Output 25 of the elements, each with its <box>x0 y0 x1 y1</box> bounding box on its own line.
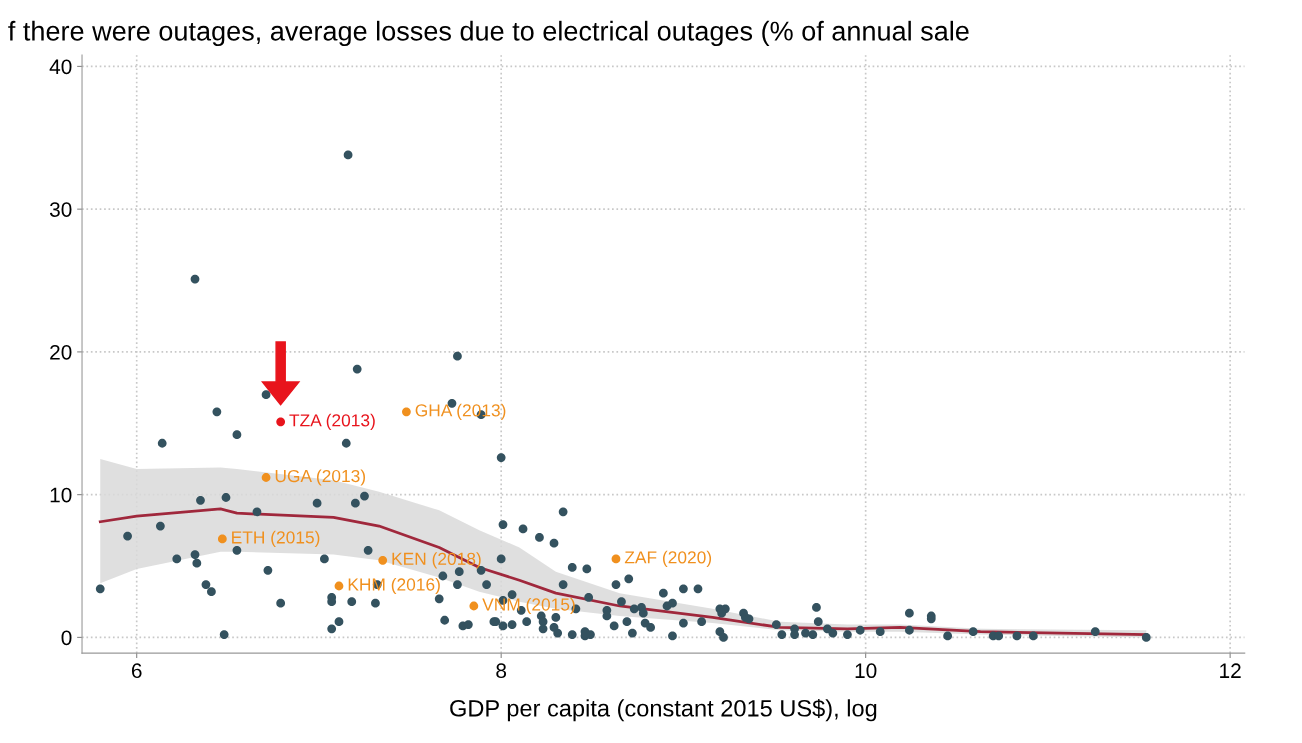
point <box>469 601 479 611</box>
annotation: TZA (2013) <box>289 413 375 430</box>
y-tick-label: 30 <box>49 202 72 217</box>
annotation: GHA (2013) <box>415 403 506 420</box>
chart-title: f there were outages, average losses due to electrical outages (% of annual sale <box>8 20 969 47</box>
x-tick-label: 10 <box>855 663 877 679</box>
x-tick-label: 6 <box>131 663 142 679</box>
y-tick-label: 0 <box>61 630 72 646</box>
x-tick-label: 12 <box>1220 663 1241 678</box>
annotation: VNM (2015) <box>482 597 575 615</box>
point <box>378 555 388 565</box>
point <box>217 534 227 544</box>
x-tick-label: 8 <box>496 663 507 679</box>
y-tick-label: 10 <box>50 487 72 503</box>
point <box>402 407 411 417</box>
point <box>261 473 271 482</box>
x-axis-title: GDP per capita (constant 2015 US$), log <box>450 698 877 722</box>
annotation: ZAF (2020) <box>624 550 712 567</box>
annotation: UGA (2013) <box>275 469 366 486</box>
y-tick-label: 40 <box>49 59 72 75</box>
annotation: ETH (2015) <box>232 530 320 547</box>
point <box>334 581 344 591</box>
y-tick-label: 20 <box>50 344 72 360</box>
point <box>611 554 621 564</box>
point <box>276 417 286 427</box>
